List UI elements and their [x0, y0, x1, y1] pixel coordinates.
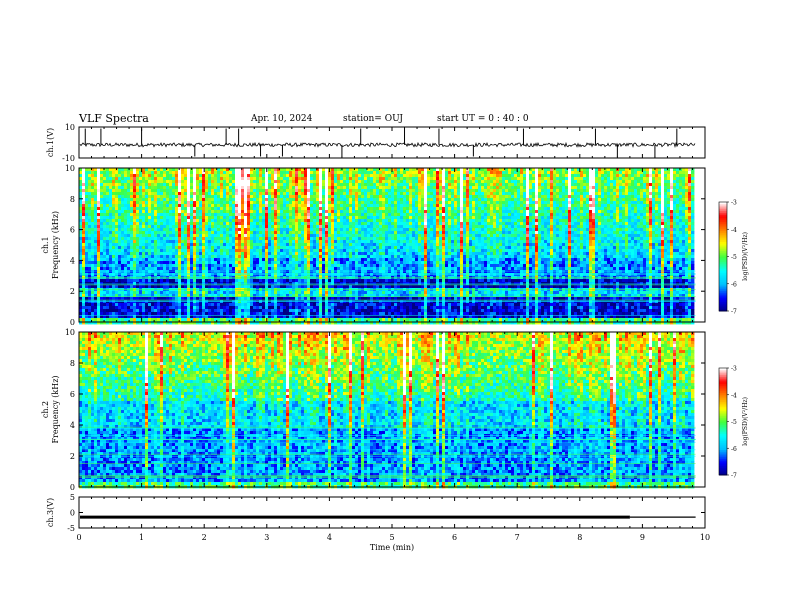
date-label: Apr. 10, 2024 [251, 114, 312, 124]
station-label: station= OUJ [343, 114, 403, 124]
colorbar-1: -3 -4 -5 -6 -7 log(PSD)(V²/Hz) [718, 200, 749, 316]
y-tick-label: 4 [70, 256, 75, 265]
colorbar-tick-label: -5 [731, 254, 737, 261]
x-tick-label: 1 [139, 533, 144, 542]
colorbar-label: log(PSD)(V²/Hz) [742, 232, 749, 281]
colorbar-tick-label: -3 [731, 366, 737, 373]
start-time-label: start UT = 0 : 40 : 0 [437, 114, 529, 124]
colorbar-tick-label: -3 [731, 200, 737, 207]
colorbar-label-text: log(PSD)(V²/Hz) [742, 397, 749, 446]
y-tick-label: 6 [70, 226, 75, 235]
y-tick-label: 10 [65, 164, 75, 173]
y-tick-label: 4 [70, 421, 75, 430]
colorbar-tick-label: -5 [731, 419, 737, 426]
axis-label-line: ch.1(V) [46, 128, 55, 157]
x-tick-label: 2 [202, 533, 207, 542]
chart-title: VLF Spectra [79, 112, 149, 125]
x-tick-label: 9 [640, 533, 645, 542]
y-tick-label: 2 [70, 287, 75, 296]
axis-label-line: Frequency (kHz) [51, 211, 60, 279]
colorbar-label-text: log(PSD)(V²/Hz) [742, 232, 749, 281]
x-tick-label: 7 [515, 533, 520, 542]
x-tick-label: 6 [452, 533, 457, 542]
spectrogram-2 [79, 168, 696, 325]
y-tick-label: 0 [70, 509, 75, 518]
colorbar-tick-label: -7 [731, 309, 737, 316]
colorbar-tick-label: -6 [731, 446, 737, 453]
x-tick-label: 3 [264, 533, 269, 542]
panel-frame-4 [78, 496, 706, 529]
x-tick-label: 8 [577, 533, 582, 542]
y-tick-label: 0 [70, 318, 75, 327]
colorbar-2: -3 -4 -5 -6 -7 log(PSD)(V²/Hz) [718, 366, 749, 480]
spectrogram-ylabel-3: ch.2 Frequency (kHz) [41, 375, 60, 443]
axis-label-line: ch.1 [41, 236, 50, 253]
y-tick-label: -5 [67, 524, 75, 533]
y-tick-label: 8 [70, 195, 75, 204]
colorbar-tick-label: -7 [731, 473, 737, 480]
y-tick-label: 6 [70, 390, 75, 399]
colorbar-tick-label: -4 [731, 392, 737, 399]
y-tick-label: 0 [70, 483, 75, 492]
y-tick-label: -10 [62, 154, 75, 163]
axis-label-line: ch.2 [41, 401, 50, 418]
x-tick-label: 4 [327, 533, 332, 542]
axis-label-line: ch.3(V) [46, 498, 55, 527]
y-tick-label: 10 [65, 123, 75, 132]
ch1-ylabel: ch.1(V) [46, 128, 55, 157]
ch1-trace [79, 141, 696, 149]
y-tick-label: 8 [70, 359, 75, 368]
y-tick-label: 5 [70, 493, 75, 502]
x-tick-label: 5 [389, 533, 394, 542]
colorbar-label: log(PSD)(V²/Hz) [742, 397, 749, 446]
y-tick-label: 2 [70, 452, 75, 461]
panel-frame-1 [78, 126, 706, 159]
ch3-ylabel: ch.3(V) [46, 498, 55, 527]
x-tick-label: 0 [76, 533, 81, 542]
colorbar-tick-label: -4 [731, 227, 737, 234]
colorbar-tick-label: -6 [731, 281, 737, 288]
spectrogram-ylabel-2: ch.1 Frequency (kHz) [41, 211, 60, 279]
x-axis-label: Time (min) [370, 543, 414, 552]
x-tick-label: 10 [700, 533, 710, 542]
y-tick-label: 10 [65, 328, 75, 337]
spectrogram-3 [79, 332, 696, 489]
axis-label-line: Frequency (kHz) [51, 375, 60, 443]
